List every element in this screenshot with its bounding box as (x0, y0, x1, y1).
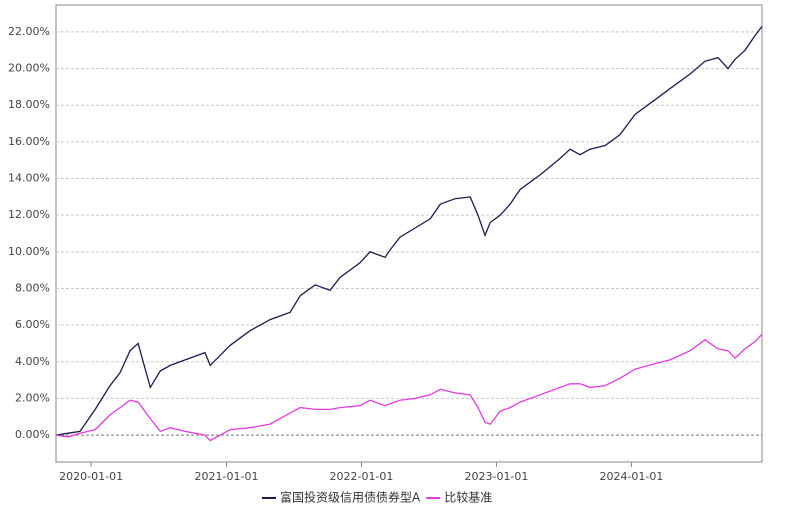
legend-label: 比较基准 (444, 490, 492, 505)
y-tick-label: 20.00% (8, 62, 50, 75)
y-tick-label: 18.00% (8, 98, 50, 111)
y-tick-label: 10.00% (8, 245, 50, 258)
y-tick-label: 14.00% (8, 172, 50, 185)
x-tick-label: 2021-01-01 (195, 470, 259, 483)
y-tick-label: 12.00% (8, 208, 50, 221)
series-line (55, 26, 763, 436)
series-line (55, 333, 763, 442)
x-tick-label: 2020-01-01 (59, 470, 123, 483)
x-tick-label: 2022-01-01 (330, 470, 394, 483)
x-tick-label: 2023-01-01 (464, 470, 528, 483)
plot-frame (55, 4, 763, 463)
y-tick-label: 0.00% (15, 428, 50, 441)
y-tick-label: 22.00% (8, 25, 50, 38)
y-tick-label: 6.00% (15, 318, 50, 331)
y-tick-label: 2.00% (15, 391, 50, 404)
y-tick-label: 4.00% (15, 355, 50, 368)
y-tick-label: 8.00% (15, 281, 50, 294)
legend-label: 富国投资级信用债债券型A (280, 490, 421, 505)
x-tick-label: 2024-01-01 (599, 470, 663, 483)
y-tick-label: 16.00% (8, 135, 50, 148)
